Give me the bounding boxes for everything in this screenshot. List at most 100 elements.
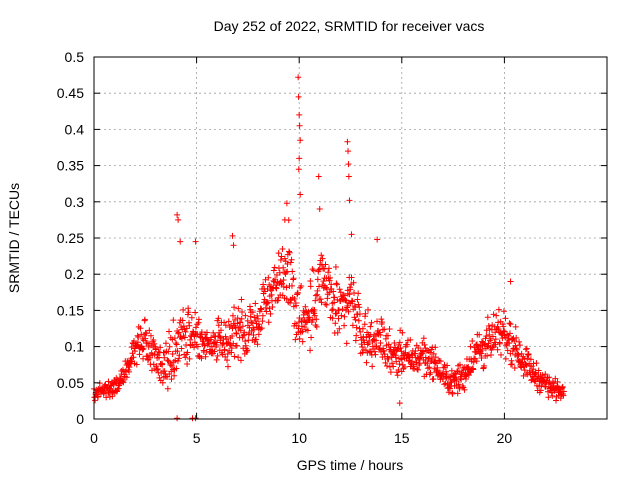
y-tick-label: 0 [76,411,84,427]
data-point [153,366,160,373]
data-point [293,322,300,329]
data-point [516,342,523,349]
data-point [174,348,181,355]
data-point [336,286,343,293]
data-point [471,355,478,362]
data-point [341,313,348,320]
data-point [329,315,336,322]
data-point [393,358,400,365]
data-point [211,348,218,355]
data-point [420,348,427,355]
data-point [320,278,327,285]
data-point [164,385,171,392]
data-point [257,326,264,333]
data-point [319,255,326,262]
x-tick-label: 0 [90,430,98,446]
data-point [432,344,439,351]
data-point [356,304,363,311]
data-point [422,354,429,361]
data-point [271,264,278,271]
data-point [335,307,342,314]
data-point [377,340,384,347]
data-point [221,346,228,353]
data-point [325,265,332,272]
data-point [317,296,324,303]
data-point [476,331,483,338]
data-point [512,323,519,330]
data-point [259,312,266,319]
data-point [386,326,393,333]
data-point [349,298,356,305]
data-point [560,388,567,395]
data-point [384,332,391,339]
data-point [310,267,317,274]
data-point [254,312,261,319]
data-point [270,267,277,274]
data-point [420,335,427,342]
data-point [492,336,499,343]
data-point [412,347,419,354]
data-point [483,333,490,340]
data-point [308,334,315,341]
x-axis-label: GPS time / hours [297,457,404,473]
data-point [105,378,112,385]
data-point [413,359,420,366]
data-point [349,322,356,329]
data-point [453,378,460,385]
data-point [157,344,164,351]
data-point [216,333,223,340]
data-point [259,318,266,325]
data-point [307,283,314,290]
data-point [171,372,178,379]
data-point [456,385,463,392]
data-point [130,354,137,361]
data-point [267,310,274,317]
y-tick-label: 0.4 [65,121,85,137]
data-point [131,348,138,355]
data-point [361,321,368,328]
data-point [484,352,491,359]
data-point [210,329,217,336]
data-point [229,312,236,319]
data-point [138,331,145,338]
data-point [297,191,304,198]
data-point [338,312,345,319]
data-point [214,352,221,359]
data-point [283,200,290,207]
data-point [478,355,485,362]
data-point [140,345,147,352]
data-point [119,378,126,385]
data-point [95,393,102,400]
data-point [286,249,293,256]
data-point [395,341,402,348]
data-point [313,316,320,323]
data-point [343,340,350,347]
data-point [198,355,205,362]
data-point [404,341,411,348]
data-point [290,275,297,282]
data-point [234,315,241,322]
data-point [258,325,265,332]
data-point [355,290,362,297]
data-point [470,366,477,373]
data-point [495,319,502,326]
data-point [184,360,191,367]
data-point [314,276,321,283]
data-point [516,338,523,345]
data-point [153,345,160,352]
data-point [346,291,353,298]
data-point [237,319,244,326]
data-point [307,278,314,285]
data-point [156,374,163,381]
data-point [473,358,480,365]
data-point [355,301,362,308]
data-point [494,346,501,353]
y-tick-label: 0.3 [65,194,85,210]
data-point [165,348,172,355]
data-point [238,315,245,322]
data-point [263,308,270,315]
data-point [302,303,309,310]
data-point [195,316,202,323]
data-point [332,263,339,270]
data-point [274,297,281,304]
